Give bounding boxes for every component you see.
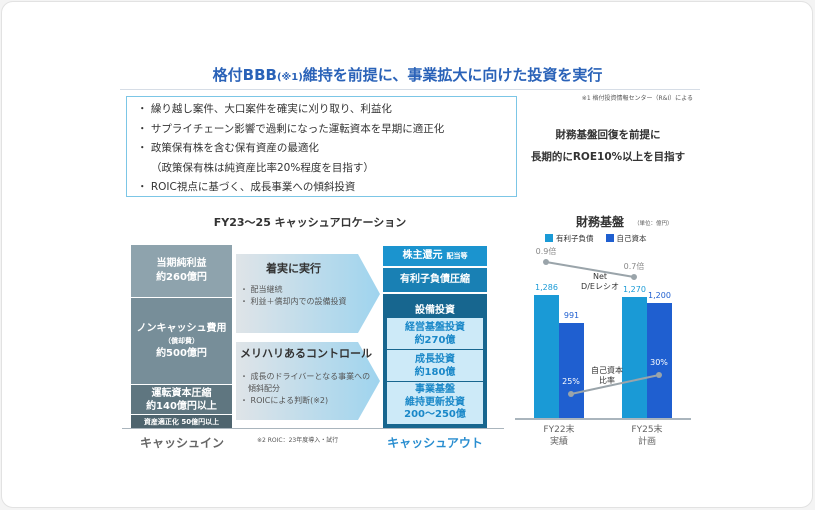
block-name: 経営基盤投資 (405, 321, 465, 333)
legend-swatch (605, 234, 614, 242)
block-value: 200～250億 (404, 409, 466, 421)
block-name: 当期純利益 (156, 258, 207, 269)
bar-debt (622, 296, 647, 418)
arrow-item: ・ ROICによる判断(※2) (240, 396, 329, 405)
arrow-item: ・ 利益＋償却内での設備投資 (240, 297, 347, 306)
cash-in-noncash: ノンキャッシュ費用 （償却費） 約500億円 (131, 298, 232, 384)
block-name: 事業基盤 (415, 384, 455, 396)
equity-ratio-label: 自己資本 比率 (591, 366, 623, 385)
legend-swatch (545, 234, 553, 242)
footnote-2: ※2 ROIC：23年度導入・試行 (257, 437, 339, 444)
block-value: 約140億円以上 (146, 400, 217, 412)
goal-line: 財務基盤回復を前提に (555, 129, 661, 141)
arrow-heading: 着実に実行 (266, 262, 321, 275)
block-name: 株主還元 (402, 250, 443, 261)
ratio-value-label: 25% (562, 377, 580, 386)
cash-out-debt: 有利子負債圧縮 (383, 268, 487, 292)
block-name: 運転資本圧縮 (151, 387, 212, 399)
goal-line: 長期的にROE10%以上を目指す (530, 151, 686, 163)
bar-value-label: 1,270 (623, 284, 646, 294)
footnote-1: ※1 格付投資情報センター（R&I）による (581, 95, 693, 102)
block-name: 有利子負債圧縮 (400, 274, 470, 285)
cash-out-shareholder: 株主還元 配当等 (383, 246, 487, 266)
bar-value-label: 991 (563, 311, 580, 321)
bullet-item: ・ 政策保有株を含む保有資産の最適化 (137, 142, 319, 154)
arrow-item: ・ 成長のドライバーとなる事業への (240, 372, 371, 381)
block-name: 成長投資 (415, 353, 455, 365)
ratio-point (568, 391, 574, 397)
bar-value-label: 1,200 (648, 291, 671, 301)
ratio-value-label: 0.9倍 (536, 246, 557, 256)
arrow-items: ・ 配当継続 ・ 利益＋償却内での設備投資 (240, 284, 347, 308)
bullet-item: ・ サプライチェーン影響で過剰になった運転資本を早期に適正化 (137, 122, 445, 135)
arrow-control: メリハリあるコントロール ・ 成長のドライバーとなる事業への 傾斜配分 ・ RO… (240, 345, 375, 423)
arrow-item: ・ 配当継続 (240, 285, 283, 294)
arrow-steady: 着実に実行 ・ 配当継続 ・ 利益＋償却内での設備投資 (240, 256, 375, 334)
block-value: 約500億円 (156, 347, 207, 359)
arrow-item: 傾斜配分 (240, 384, 280, 393)
bar-equity (559, 323, 584, 418)
ratio-point (543, 259, 549, 265)
arrow-heading: メリハリあるコントロール (240, 347, 372, 360)
block-value: 約260億円 (156, 272, 207, 283)
legend-item: 有利子負債 (545, 233, 594, 244)
bullet-item: ・ 繰り越し案件、大口案件を確実に刈り取り、利益化 (137, 103, 392, 115)
bar-equity (647, 303, 672, 418)
cash-allocation-title: FY23～25 キャッシュアロケーション (213, 216, 407, 229)
arrow-shape (236, 342, 380, 420)
x-tick-fy22: FY22末 実績 (543, 425, 575, 447)
chart-title: 財務基盤 (576, 215, 625, 229)
block-value: 約180億 (414, 366, 456, 378)
ratio-value-label: 0.7倍 (624, 261, 645, 271)
roe-goal: 財務基盤回復を前提に 長期的にROE10%以上を目指す (528, 124, 688, 168)
block-sub: （償却費） (164, 336, 199, 345)
arrow-shape (236, 254, 380, 333)
cash-in-net-income: 当期純利益 約260億円 (131, 245, 232, 297)
chart-legend: 有利子負債 自己資本 (545, 233, 647, 244)
block-sub: 配当等 (446, 252, 468, 260)
capex-growth: 成長投資 約180億 (387, 350, 483, 381)
x-tick-fy25: FY25末 計画 (631, 425, 663, 447)
policy-bullets: ・ 繰り越し案件、大口案件を確実に刈り取り、利益化 ・ サプライチェーン影響で過… (126, 96, 517, 197)
chart-axis (515, 418, 691, 420)
block-name: 設備投資 (415, 305, 455, 316)
legend-item: 自己資本 (605, 233, 647, 244)
bullet-item: ・ ROIC視点に基づく、成長事業への傾斜投資 (137, 181, 356, 193)
block-value: 約270億 (414, 334, 456, 346)
ratio-point (631, 274, 637, 280)
arrows-graphic (236, 254, 380, 420)
chart-unit: （単位：億円） (634, 221, 673, 227)
cash-out-capex: 設備投資 経営基盤投資 約270億 成長投資 約180億 事業基盤 維持更新投資… (383, 294, 487, 428)
bar-value-label: 1,286 (535, 283, 558, 292)
block-name: 資産適正化 50億円以上 (143, 417, 220, 426)
baseline (122, 428, 504, 429)
cash-in-label: キャッシュイン (139, 436, 224, 450)
capex-maintenance: 事業基盤 維持更新投資 200～250億 (387, 382, 483, 424)
capex-management: 経営基盤投資 約270億 (387, 318, 483, 349)
cash-in-working-capital: 運転資本圧縮 約140億円以上 (131, 385, 232, 414)
cash-in-assets: 資産適正化 50億円以上 (131, 415, 232, 428)
cash-out-label: キャッシュアウト (387, 436, 483, 450)
arrow-items: ・ 成長のドライバーとなる事業への 傾斜配分 ・ ROICによる判断(※2) (240, 371, 370, 407)
ratio-point (656, 372, 662, 378)
block-name: 維持更新投資 (405, 396, 465, 408)
de-ratio-label: Net D/Eレシオ (581, 272, 619, 291)
block-name: ノンキャッシュ費用 (136, 322, 227, 334)
ratio-line (545, 261, 635, 278)
divider (120, 89, 700, 90)
page-title: 格付BBB(※1)維持を前提に、事業拡大に向けた投資を実行 (212, 66, 603, 84)
ratio-line (570, 374, 660, 395)
bar-debt (534, 295, 559, 418)
ratio-value-label: 30% (650, 358, 668, 367)
bullet-item-sub: （政策保有株は純資産比率20%程度を目指す） (151, 161, 374, 174)
